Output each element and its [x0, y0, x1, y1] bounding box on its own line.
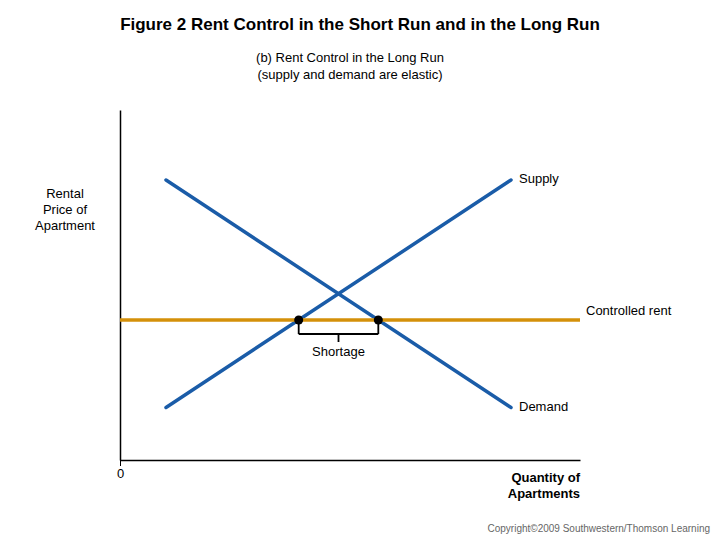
- y-axis-line: [120, 111, 122, 461]
- y-axis-label: Apartment: [35, 218, 95, 233]
- hline-label: Controlled rent: [586, 303, 672, 318]
- source: Copyright©2009 Southwestern/Thomson Lear…: [488, 523, 711, 534]
- point: [374, 316, 383, 325]
- x-axis-label: Apartments: [508, 486, 580, 501]
- x-axis-line: [121, 460, 581, 462]
- subtitle: (supply and demand are elastic): [258, 67, 443, 82]
- plot: 0 Supply Demand Controlled rent Shortage: [117, 111, 672, 482]
- shortage-bracket: [299, 322, 379, 342]
- shortage-label: Shortage: [312, 344, 365, 359]
- hline: [120, 318, 580, 322]
- marks: [120, 180, 580, 408]
- y-axis-label: Price of: [43, 202, 87, 217]
- labels: Supply Demand Controlled rent Shortage: [312, 171, 672, 414]
- y-axis-label: Rental: [46, 186, 84, 201]
- line: [166, 180, 511, 408]
- point: [294, 316, 303, 325]
- x-axis-label: Quantity of: [511, 470, 580, 485]
- chart: Figure 2 Rent Control in the Short Run a…: [0, 0, 720, 540]
- x-tick-mark: [120, 460, 121, 466]
- line-label: Demand: [519, 399, 568, 414]
- y-axis: [120, 111, 121, 461]
- line: [166, 180, 511, 408]
- x-tick: 0: [117, 460, 124, 481]
- title: Figure 2 Rent Control in the Short Run a…: [120, 15, 600, 34]
- x-tick-label: 0: [117, 466, 124, 481]
- line-label: Supply: [519, 171, 559, 186]
- subtitle: (b) Rent Control in the Long Run: [256, 50, 444, 65]
